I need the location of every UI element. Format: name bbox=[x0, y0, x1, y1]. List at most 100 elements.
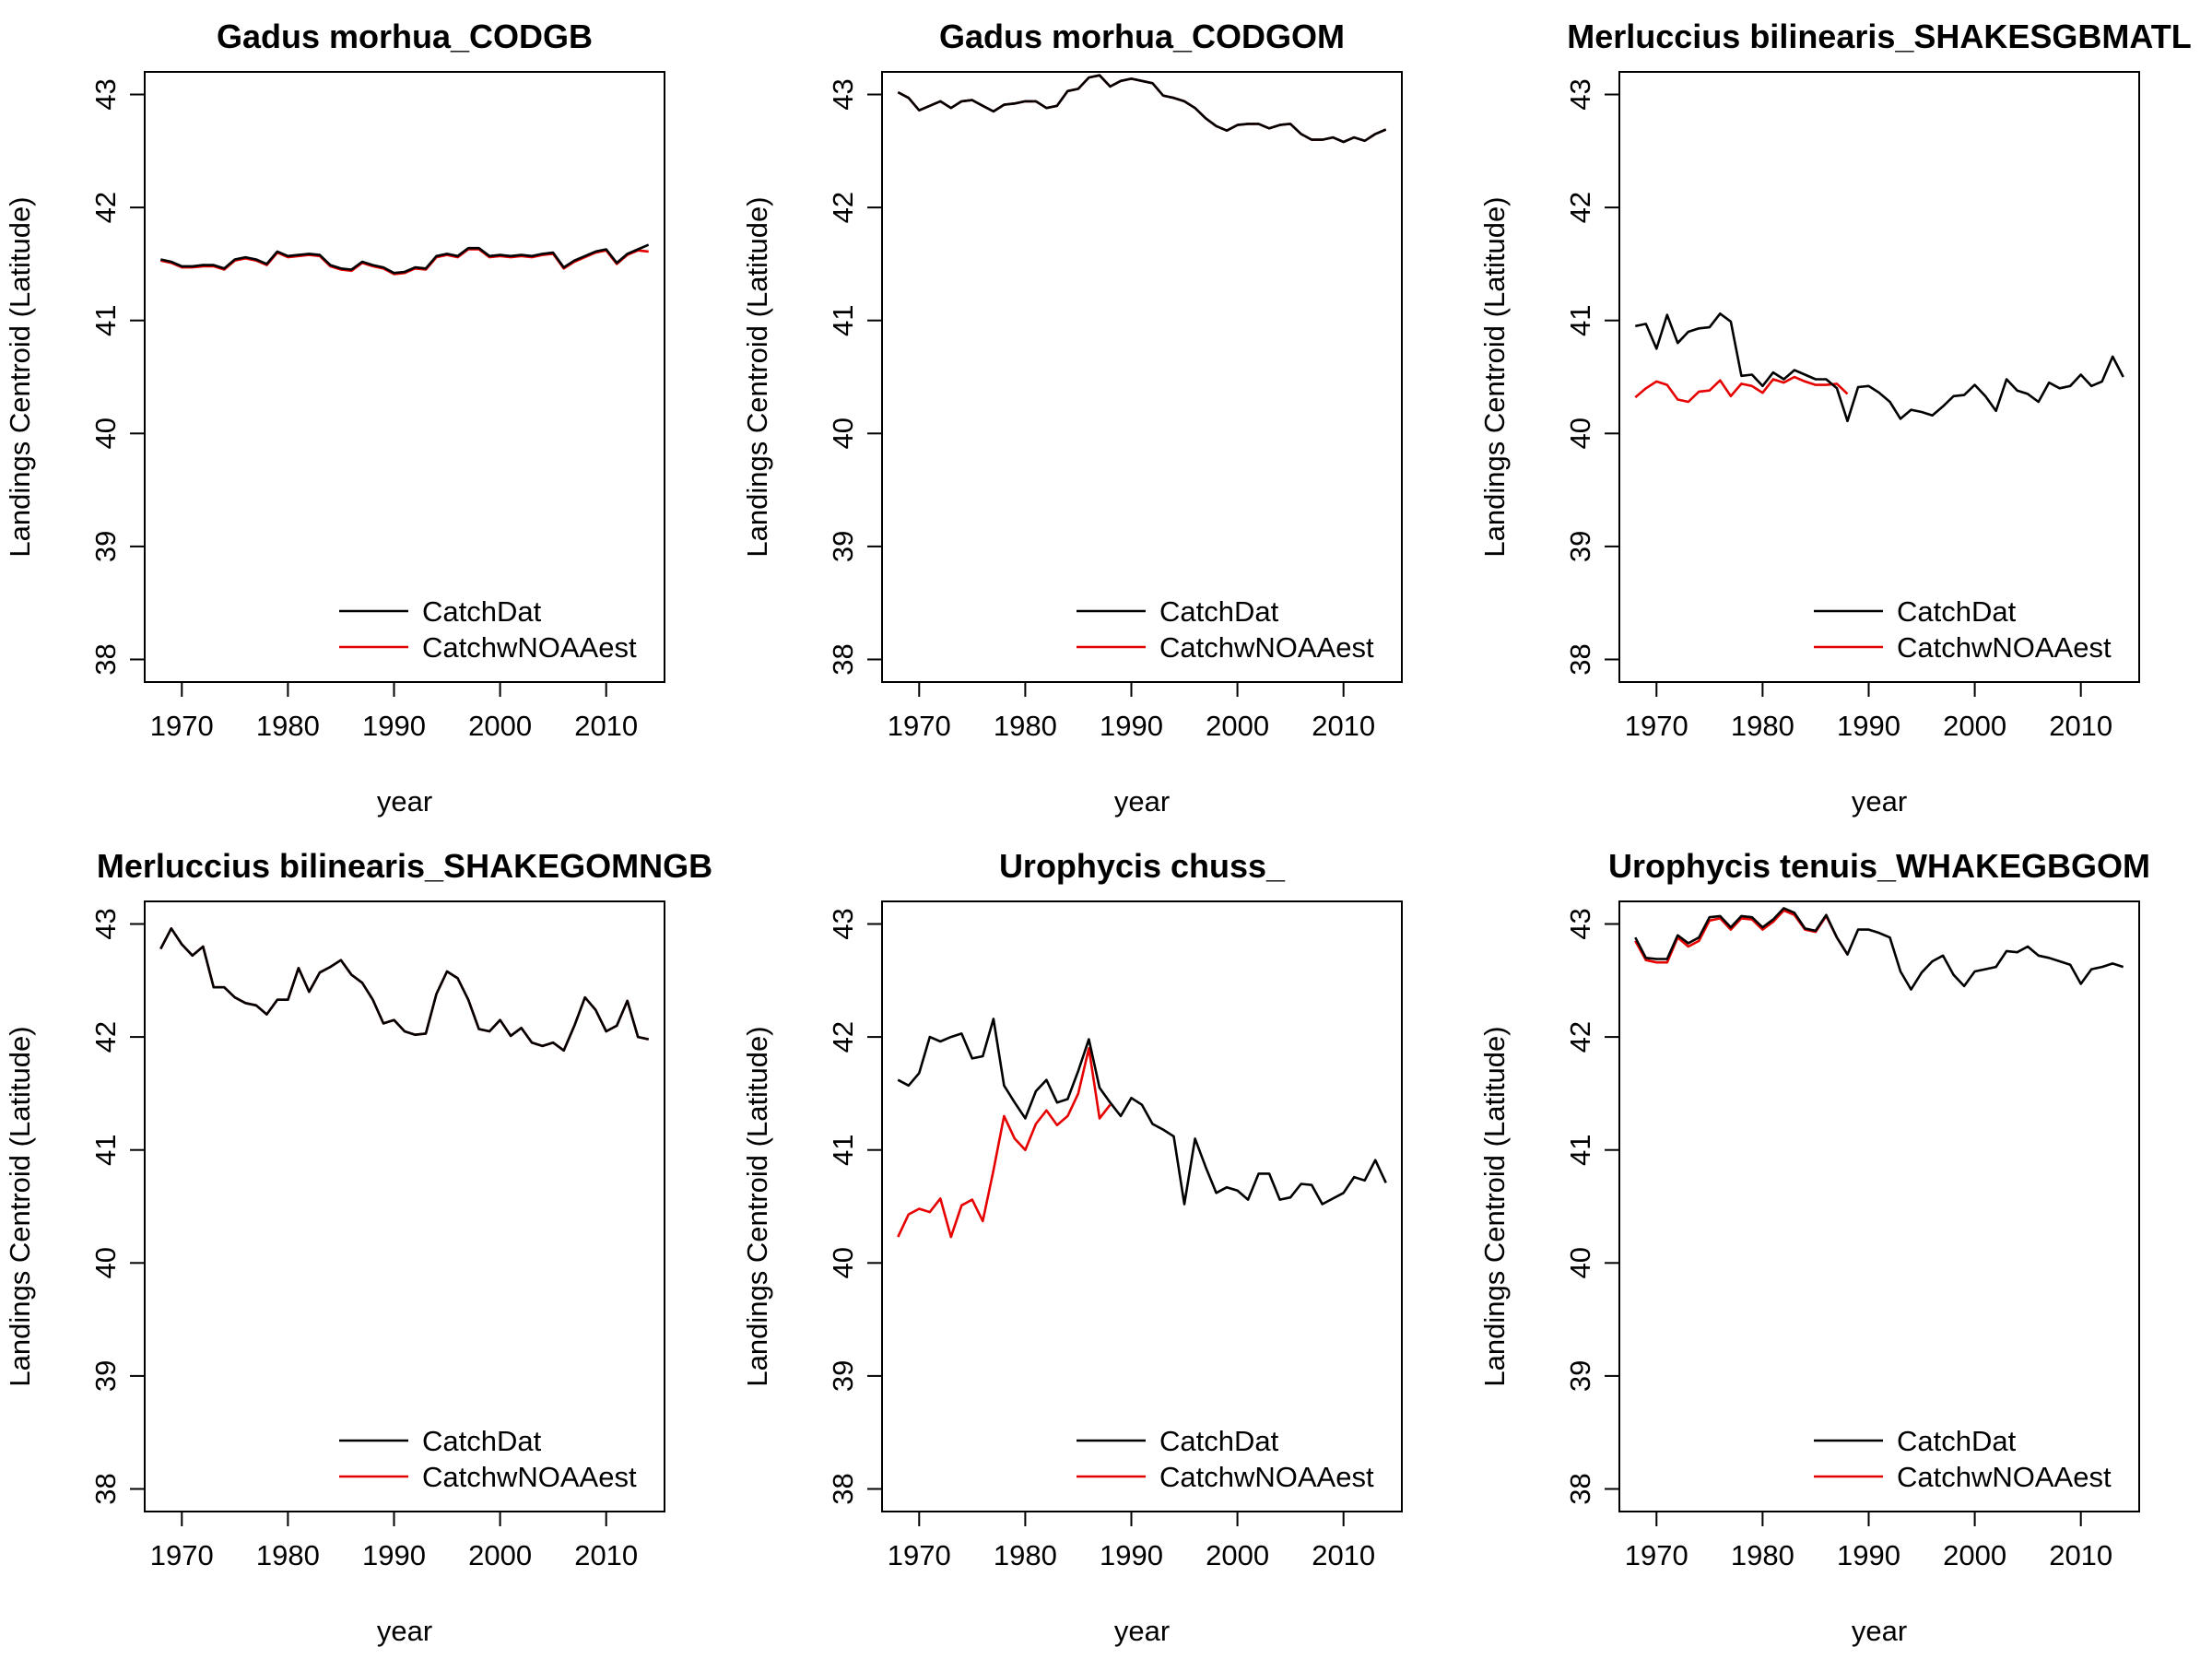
series-line-CatchDat bbox=[897, 74, 1387, 144]
x-tick-label: 1980 bbox=[994, 1539, 1057, 1571]
plot-frame bbox=[144, 900, 665, 1512]
y-tick-label: 39 bbox=[1564, 531, 1596, 562]
y-tick-label: 40 bbox=[827, 1247, 859, 1278]
x-tick-label: 2010 bbox=[574, 710, 638, 742]
y-tick-label: 41 bbox=[827, 304, 859, 335]
y-tick-label: 43 bbox=[1564, 908, 1596, 939]
legend-label: CatchDat bbox=[1897, 595, 2017, 628]
y-axis-label: Landings Centroid (Latitude) bbox=[4, 196, 36, 557]
y-axis-label: Landings Centroid (Latitude) bbox=[4, 1026, 36, 1386]
y-tick-label: 43 bbox=[1564, 78, 1596, 110]
x-tick-label: 1980 bbox=[256, 710, 320, 742]
legend-label: CatchDat bbox=[1897, 1425, 2017, 1457]
x-tick-label: 1990 bbox=[1837, 1539, 1900, 1571]
y-tick-label: 39 bbox=[827, 531, 859, 562]
x-axis-label: year bbox=[1114, 1615, 1170, 1647]
x-tick-label: 1990 bbox=[1100, 710, 1163, 742]
y-tick-label: 42 bbox=[89, 192, 122, 223]
y-tick-label: 38 bbox=[827, 1473, 859, 1504]
y-tick-label: 43 bbox=[89, 78, 122, 110]
y-tick-label: 38 bbox=[89, 643, 122, 675]
x-tick-label: 1970 bbox=[1625, 1539, 1688, 1571]
y-tick-label: 41 bbox=[1564, 1134, 1596, 1165]
x-tick-label: 2010 bbox=[2049, 710, 2112, 742]
y-tick-label: 38 bbox=[1564, 643, 1596, 675]
y-tick-label: 41 bbox=[1564, 304, 1596, 335]
chart-title: Urophycis chuss_ bbox=[999, 847, 1286, 885]
y-tick-label: 40 bbox=[1564, 1247, 1596, 1278]
series-line-CatchwNOAAest bbox=[1634, 909, 1849, 964]
legend-label: CatchDat bbox=[1159, 595, 1279, 628]
series-line-CatchDat bbox=[160, 243, 650, 275]
x-tick-label: 1970 bbox=[1625, 710, 1688, 742]
x-tick-label: 1990 bbox=[1100, 1539, 1163, 1571]
x-tick-label: 2010 bbox=[574, 1539, 638, 1571]
x-tick-label: 2000 bbox=[1943, 710, 2006, 742]
y-tick-label: 42 bbox=[89, 1021, 122, 1053]
plot-frame bbox=[881, 900, 1403, 1512]
legend-label: CatchDat bbox=[422, 595, 542, 628]
y-tick-label: 39 bbox=[827, 1360, 859, 1392]
x-tick-label: 1990 bbox=[362, 710, 426, 742]
y-tick-label: 43 bbox=[827, 908, 859, 939]
y-tick-label: 38 bbox=[827, 643, 859, 675]
x-tick-label: 2000 bbox=[1206, 710, 1269, 742]
series-line-CatchwNOAAest bbox=[897, 1047, 1112, 1239]
series-line-CatchwNOAAest bbox=[1634, 375, 1849, 404]
plot-frame bbox=[881, 71, 1403, 683]
y-tick-label: 42 bbox=[827, 192, 859, 223]
x-tick-label: 2010 bbox=[1312, 710, 1375, 742]
y-tick-label: 40 bbox=[827, 418, 859, 449]
x-tick-label: 2010 bbox=[2049, 1539, 2112, 1571]
x-axis-label: year bbox=[1852, 1615, 1907, 1647]
series-line-CatchwNOAAest bbox=[897, 74, 1387, 144]
y-tick-label: 43 bbox=[89, 908, 122, 939]
chart-title: Urophycis tenuis_WHAKEGBGOM bbox=[1608, 847, 2150, 885]
legend-label: CatchwNOAAest bbox=[1159, 631, 1374, 664]
chart-panel-3: Merluccius bilinearis_SHAKESGBMATL 38 39 40… bbox=[1478, 18, 2192, 818]
legend-label: CatchDat bbox=[422, 1425, 542, 1457]
x-axis-label: year bbox=[1852, 785, 1907, 818]
chart-panel-2: Gadus morhua_CODGOM 38 39 40 41 42 43 1970 1980 1… bbox=[741, 18, 1403, 818]
y-axis-label: Landings Centroid (Latitude) bbox=[741, 196, 773, 557]
legend-label: CatchwNOAAest bbox=[422, 631, 637, 664]
x-tick-label: 1980 bbox=[994, 710, 1057, 742]
x-tick-label: 2000 bbox=[468, 710, 532, 742]
y-tick-label: 38 bbox=[1564, 1473, 1596, 1504]
y-tick-label: 41 bbox=[89, 1134, 122, 1165]
series-line-CatchDat bbox=[1635, 312, 2124, 423]
x-tick-label: 1990 bbox=[1837, 710, 1900, 742]
y-tick-label: 40 bbox=[89, 1247, 122, 1278]
x-tick-label: 1970 bbox=[888, 710, 951, 742]
y-axis-label: Landings Centroid (Latitude) bbox=[741, 1026, 773, 1386]
x-tick-label: 2010 bbox=[1312, 1539, 1375, 1571]
plot-frame bbox=[1618, 71, 2140, 683]
y-tick-label: 42 bbox=[827, 1021, 859, 1053]
y-tick-label: 39 bbox=[89, 1360, 122, 1392]
y-tick-label: 43 bbox=[827, 78, 859, 110]
x-tick-label: 1980 bbox=[1731, 1539, 1794, 1571]
x-axis-label: year bbox=[377, 785, 432, 818]
x-tick-label: 2000 bbox=[1206, 1539, 1269, 1571]
x-tick-label: 1970 bbox=[888, 1539, 951, 1571]
y-tick-label: 40 bbox=[89, 418, 122, 449]
plot-frame bbox=[144, 71, 665, 683]
y-tick-label: 40 bbox=[1564, 418, 1596, 449]
legend-label: CatchwNOAAest bbox=[1897, 1461, 2112, 1493]
x-tick-label: 1990 bbox=[362, 1539, 426, 1571]
chart-panel-1: Gadus morhua_CODGB 38 39 40 41 42 43 1970 1980 19… bbox=[4, 18, 665, 818]
legend-label: CatchwNOAAest bbox=[1897, 631, 2112, 664]
y-tick-label: 39 bbox=[89, 531, 122, 562]
y-tick-label: 42 bbox=[1564, 1021, 1596, 1053]
y-tick-label: 38 bbox=[89, 1473, 122, 1504]
legend-label: CatchwNOAAest bbox=[1159, 1461, 1374, 1493]
x-tick-label: 1970 bbox=[150, 710, 214, 742]
y-axis-label: Landings Centroid (Latitude) bbox=[1478, 1026, 1511, 1386]
y-tick-label: 42 bbox=[1564, 192, 1596, 223]
chart-title: Gadus morhua_CODGB bbox=[217, 18, 593, 55]
x-tick-label: 2000 bbox=[468, 1539, 532, 1571]
chart-panel-4: Merluccius bilinearis_SHAKEGOMNGB 38 39 40 4… bbox=[4, 847, 712, 1647]
x-tick-label: 1980 bbox=[256, 1539, 320, 1571]
series-line-CatchDat bbox=[1634, 907, 2124, 991]
